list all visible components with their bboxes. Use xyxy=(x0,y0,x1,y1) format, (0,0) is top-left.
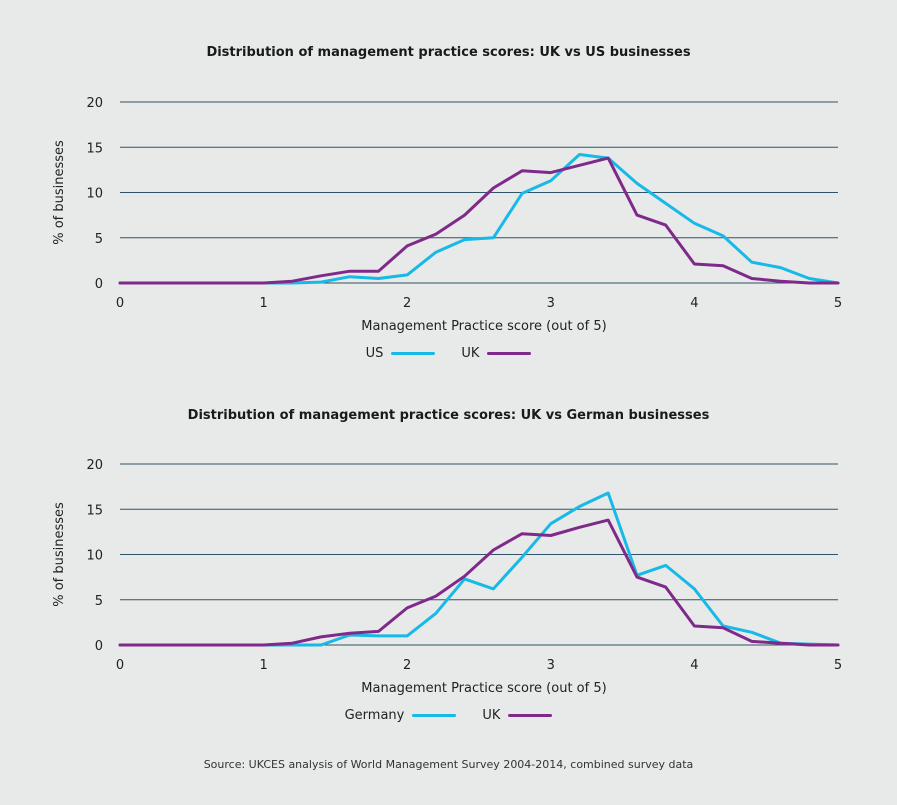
y-axis-label: % of businesses xyxy=(52,502,67,607)
x-axis-label: Management Practice score (out of 5) xyxy=(361,319,606,334)
x-tick-label: 5 xyxy=(834,658,842,673)
chart-1-plot: 0 5 10 15 20 0 1 2 3 4 5 Management Practice score … xyxy=(52,96,842,334)
chart-1-legend: US UK xyxy=(0,346,897,361)
x-axis-label: Management Practice score (out of 5) xyxy=(361,681,606,696)
legend-swatch-uk xyxy=(487,352,532,355)
x-tick-label: 2 xyxy=(403,658,411,673)
x-tick-label: 4 xyxy=(690,658,698,673)
chart-2-plot: 0 5 10 15 20 0 1 2 3 4 5 Management Practice score … xyxy=(52,458,842,696)
chart-1-title: Distribution of management practice scor… xyxy=(206,45,691,60)
y-tick-label: 10 xyxy=(86,187,103,202)
y-axis-label: % of businesses xyxy=(52,140,67,245)
y-tick-label: 15 xyxy=(86,141,103,156)
legend-label-uk: UK xyxy=(461,346,480,361)
x-tick-label: 1 xyxy=(259,658,267,673)
source-note: Source: UKCES analysis of World Manageme… xyxy=(203,758,694,771)
x-tick-label: 0 xyxy=(116,658,124,673)
legend-label-us: US xyxy=(365,346,384,361)
legend-item-uk-2: UK xyxy=(482,708,553,723)
series-line-uk xyxy=(118,518,840,647)
series-line-uk xyxy=(118,156,840,285)
x-tick-label: 5 xyxy=(834,296,842,311)
series-line-us xyxy=(118,153,840,285)
chart-2-legend: Germany UK xyxy=(0,708,897,723)
y-tick-label: 20 xyxy=(86,458,103,473)
y-tick-label: 5 xyxy=(95,594,103,609)
x-tick-label: 0 xyxy=(116,296,124,311)
y-tick-label: 0 xyxy=(95,639,103,654)
legend-item-uk: UK xyxy=(461,346,532,361)
series-line-germany xyxy=(118,491,840,647)
legend-swatch-germany xyxy=(412,714,457,717)
y-tick-label: 10 xyxy=(86,549,103,564)
x-tick-label: 2 xyxy=(403,296,411,311)
y-tick-label: 15 xyxy=(86,503,103,518)
y-tick-label: 0 xyxy=(95,277,103,292)
legend-label-germany: Germany xyxy=(344,708,405,723)
legend-item-us: US xyxy=(366,346,436,361)
y-tick-label: 5 xyxy=(95,232,103,247)
x-tick-label: 3 xyxy=(547,296,555,311)
legend-item-germany: Germany xyxy=(345,708,457,723)
x-tick-label: 3 xyxy=(547,658,555,673)
y-tick-label: 20 xyxy=(86,96,103,111)
legend-swatch-uk-2 xyxy=(508,714,553,717)
legend-label-uk-2: UK xyxy=(482,708,501,723)
x-tick-label: 1 xyxy=(259,296,267,311)
x-tick-label: 4 xyxy=(690,296,698,311)
legend-swatch-us xyxy=(391,352,436,355)
chart-2-title: Distribution of management practice scor… xyxy=(187,408,710,423)
